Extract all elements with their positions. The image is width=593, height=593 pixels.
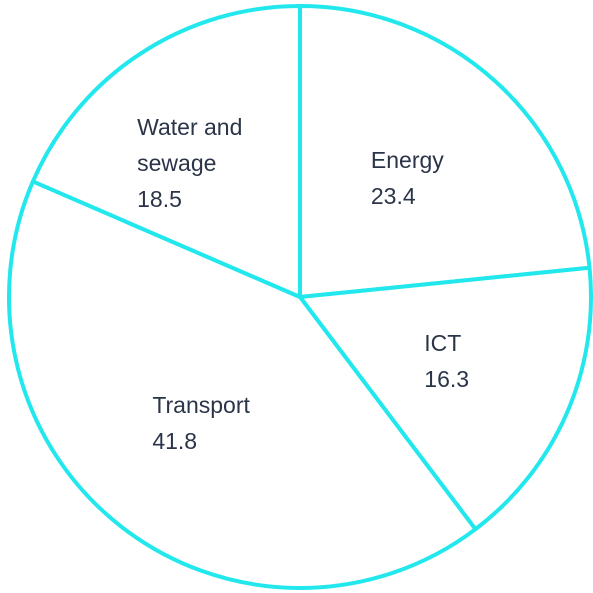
value-label: 41.8 bbox=[152, 427, 198, 454]
pie-slice bbox=[298, 265, 593, 532]
category-label: Water and sewage bbox=[137, 114, 243, 177]
value-label: 16.3 bbox=[424, 366, 470, 393]
category-label: ICT bbox=[424, 330, 462, 357]
category-label: Transport bbox=[152, 391, 250, 418]
value-label: 18.5 bbox=[137, 186, 182, 213]
slice-label: ICT 16.3 bbox=[424, 325, 469, 397]
pie-slice bbox=[30, 4, 302, 299]
pie-slice bbox=[7, 179, 478, 590]
slice-label: Transport 41.8 bbox=[152, 387, 250, 459]
pie-slice bbox=[298, 4, 592, 299]
value-label: 23.4 bbox=[370, 183, 416, 210]
category-label: Energy bbox=[370, 147, 444, 174]
slice-label: Water and sewage 18.5 bbox=[137, 109, 287, 217]
slice-label: Energy 23.4 bbox=[371, 142, 444, 214]
